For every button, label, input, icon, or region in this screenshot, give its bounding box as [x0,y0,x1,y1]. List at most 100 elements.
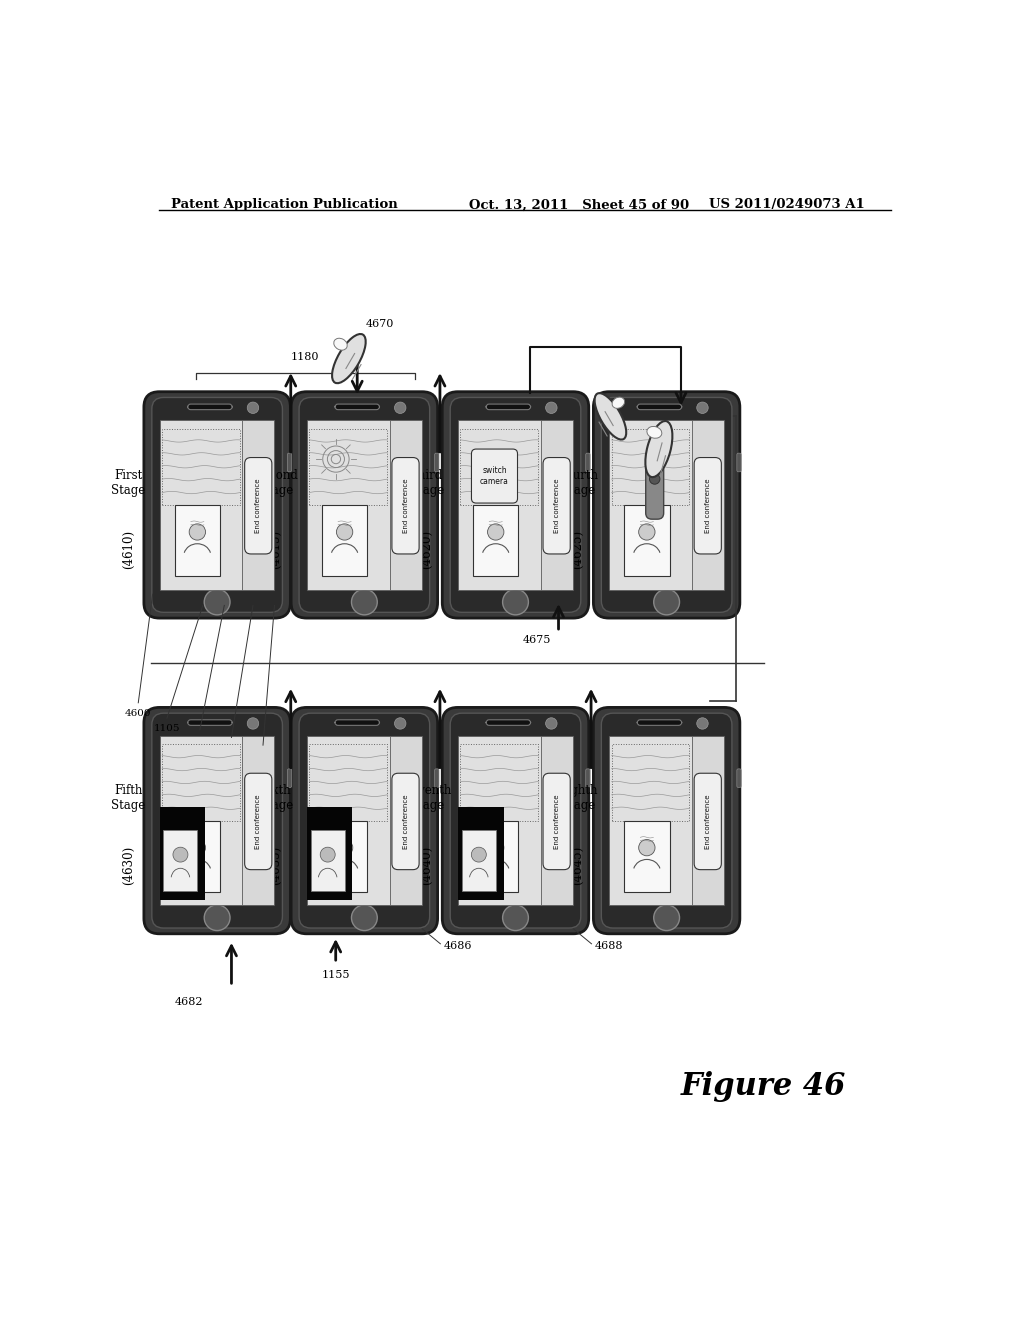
Text: End conference: End conference [255,478,261,533]
FancyBboxPatch shape [692,420,724,590]
FancyBboxPatch shape [307,807,352,900]
Text: (4615): (4615) [269,531,283,569]
Text: 1180: 1180 [291,352,319,363]
FancyBboxPatch shape [310,830,345,891]
FancyBboxPatch shape [307,735,422,906]
FancyBboxPatch shape [434,453,439,471]
Circle shape [247,718,259,729]
FancyBboxPatch shape [486,404,530,409]
FancyBboxPatch shape [609,735,724,906]
FancyBboxPatch shape [473,506,518,576]
FancyBboxPatch shape [160,735,243,906]
Text: Fifth
Stage: Fifth Stage [112,784,145,812]
Ellipse shape [647,426,662,438]
Circle shape [696,403,709,413]
FancyBboxPatch shape [451,713,581,928]
Text: First
Stage: First Stage [112,469,145,496]
Text: 4682: 4682 [174,997,203,1007]
FancyBboxPatch shape [299,397,430,612]
FancyBboxPatch shape [187,404,232,409]
Text: Patent Application Publication: Patent Application Publication [171,198,397,211]
Ellipse shape [334,338,347,350]
FancyBboxPatch shape [335,719,380,726]
Text: Eighth
Stage: Eighth Stage [558,784,598,812]
FancyBboxPatch shape [245,774,271,870]
Text: (4610): (4610) [122,531,135,569]
Text: 4686: 4686 [443,941,472,952]
Circle shape [351,589,377,615]
FancyBboxPatch shape [392,774,419,870]
FancyBboxPatch shape [458,420,572,590]
Text: End conference: End conference [402,795,409,849]
Circle shape [487,524,504,540]
Circle shape [394,718,406,729]
FancyBboxPatch shape [307,420,389,590]
Circle shape [546,403,557,413]
FancyBboxPatch shape [694,774,721,870]
FancyBboxPatch shape [458,420,541,590]
FancyBboxPatch shape [288,768,292,788]
FancyBboxPatch shape [601,713,732,928]
Circle shape [696,718,709,729]
Text: 4688: 4688 [594,941,623,952]
FancyBboxPatch shape [175,821,220,892]
Text: (4635): (4635) [269,846,283,884]
FancyBboxPatch shape [442,392,589,618]
Ellipse shape [595,393,627,440]
Circle shape [204,906,230,931]
FancyBboxPatch shape [462,830,496,891]
Circle shape [653,906,680,931]
FancyBboxPatch shape [152,397,283,612]
Text: Sixth
Stage: Sixth Stage [258,784,293,812]
Ellipse shape [612,397,625,408]
FancyBboxPatch shape [458,807,504,900]
Circle shape [337,524,353,540]
Ellipse shape [332,334,366,383]
FancyBboxPatch shape [442,708,589,933]
FancyBboxPatch shape [322,506,368,576]
FancyBboxPatch shape [392,458,419,554]
Circle shape [337,840,353,855]
FancyBboxPatch shape [601,397,732,612]
FancyBboxPatch shape [160,807,205,900]
Text: End conference: End conference [705,795,711,849]
Circle shape [247,403,259,413]
FancyBboxPatch shape [541,420,572,590]
FancyBboxPatch shape [593,708,740,933]
FancyBboxPatch shape [160,735,274,906]
FancyBboxPatch shape [625,506,670,576]
FancyBboxPatch shape [586,453,590,471]
FancyBboxPatch shape [593,392,740,618]
Circle shape [204,589,230,615]
FancyBboxPatch shape [389,420,422,590]
Circle shape [639,840,655,855]
FancyBboxPatch shape [291,708,437,933]
Circle shape [471,847,486,862]
Text: End conference: End conference [255,795,261,849]
FancyBboxPatch shape [486,719,530,726]
Text: 1132: 1132 [250,751,276,760]
Text: switch
camera: switch camera [480,466,509,486]
FancyBboxPatch shape [637,404,682,409]
Circle shape [546,718,557,729]
FancyBboxPatch shape [586,768,590,788]
Text: End conference: End conference [554,795,560,849]
FancyBboxPatch shape [543,458,570,554]
FancyBboxPatch shape [694,458,721,554]
Circle shape [189,524,206,540]
Text: (4645): (4645) [571,846,585,884]
FancyBboxPatch shape [471,449,517,503]
FancyBboxPatch shape [625,821,670,892]
Text: 1105: 1105 [154,725,180,734]
FancyBboxPatch shape [609,420,724,590]
FancyBboxPatch shape [187,719,232,726]
Text: 1155: 1155 [322,970,350,979]
Text: End conference: End conference [554,478,560,533]
FancyBboxPatch shape [458,735,541,906]
Text: (4625): (4625) [571,531,585,569]
Ellipse shape [645,421,673,477]
Circle shape [653,589,680,615]
Text: Third
Stage: Third Stage [410,469,443,496]
Text: Seventh
Stage: Seventh Stage [402,784,451,812]
FancyBboxPatch shape [299,713,430,928]
